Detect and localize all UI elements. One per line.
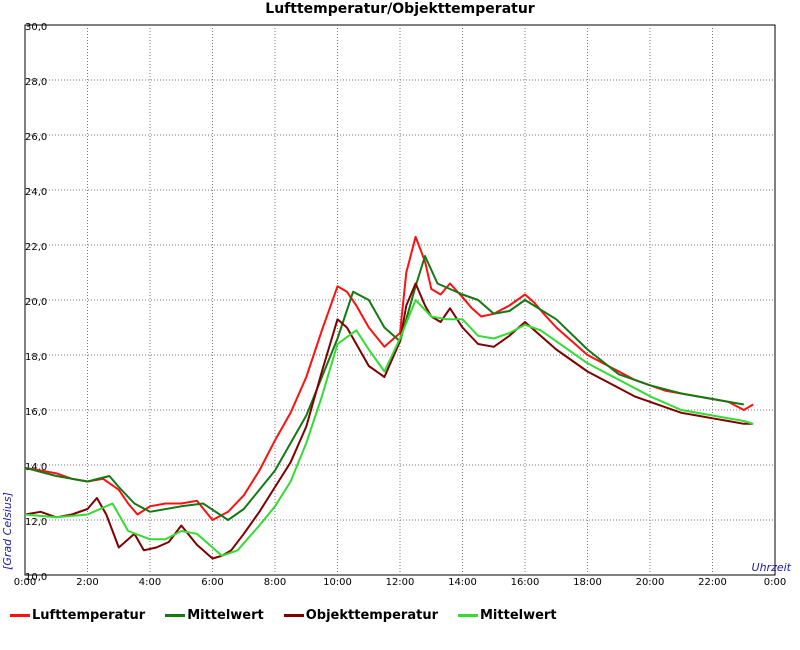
x-tick-label: 4:00 [139,577,161,588]
y-tick-label: 14,0 [25,462,47,473]
x-tick-label: 10:00 [323,577,352,588]
series-line-1 [24,235,754,521]
x-tick-label: 8:00 [264,577,286,588]
y-tick-label: 22,0 [25,242,47,253]
legend-label: Mittelwert [480,608,557,623]
series-lines [24,235,754,560]
legend-item-2: Mittelwert [165,608,264,623]
y-tick-label: 26,0 [25,132,47,143]
legend: Lufttemperatur Mittelwert Objekttemperatur… [10,608,577,623]
legend-item-1: Lufttemperatur [10,608,145,623]
y-tick-label: 16,0 [25,407,47,418]
y-tick-label: 28,0 [25,77,47,88]
y-tick-label: 30,0 [25,22,47,33]
y-axis-ticks: 10,0 12,0 14,0 16,0 18,0 20,0 22,0 24,0 26,0 28,0… [25,22,47,583]
legend-item-3: Objekttemperatur [283,608,438,623]
series-line-2 [24,255,744,521]
chart-title: Lufttemperatur/Objekttemperatur [265,1,535,17]
y-tick-label: 12,0 [25,517,47,528]
series-line-3 [24,282,754,560]
x-tick-label: 0:00 [14,577,36,588]
x-tick-label: 0:00 [764,577,786,588]
y-tick-label: 20,0 [25,297,47,308]
x-tick-label: 22:00 [698,577,727,588]
x-tick-label: 6:00 [201,577,223,588]
grid [24,24,776,576]
legend-item-4: Mittelwert [458,608,557,623]
y-axis-label: [Grad Celsius] [1,492,14,570]
x-axis-ticks: 0:00 2:00 4:00 6:00 8:00 10:00 12:00 14:00 16:00… [14,577,786,588]
x-tick-label: 2:00 [76,577,98,588]
x-tick-label: 16:00 [511,577,540,588]
legend-swatch [10,614,30,617]
legend-label: Objekttemperatur [305,608,438,623]
y-tick-label: 18,0 [25,352,47,363]
x-axis-label: Uhrzeit [752,561,792,574]
y-tick-label: 24,0 [25,187,47,198]
legend-swatch [458,614,478,617]
legend-swatch [165,614,186,617]
x-tick-label: 18:00 [573,577,602,588]
legend-label: Mittelwert [187,608,264,623]
legend-swatch [283,614,304,617]
series-line-4 [24,299,754,557]
y-tick-label: 10,0 [25,572,47,583]
x-tick-label: 14:00 [448,577,477,588]
x-tick-label: 12:00 [386,577,415,588]
x-tick-label: 20:00 [636,577,665,588]
legend-label: Lufttemperatur [32,608,146,623]
